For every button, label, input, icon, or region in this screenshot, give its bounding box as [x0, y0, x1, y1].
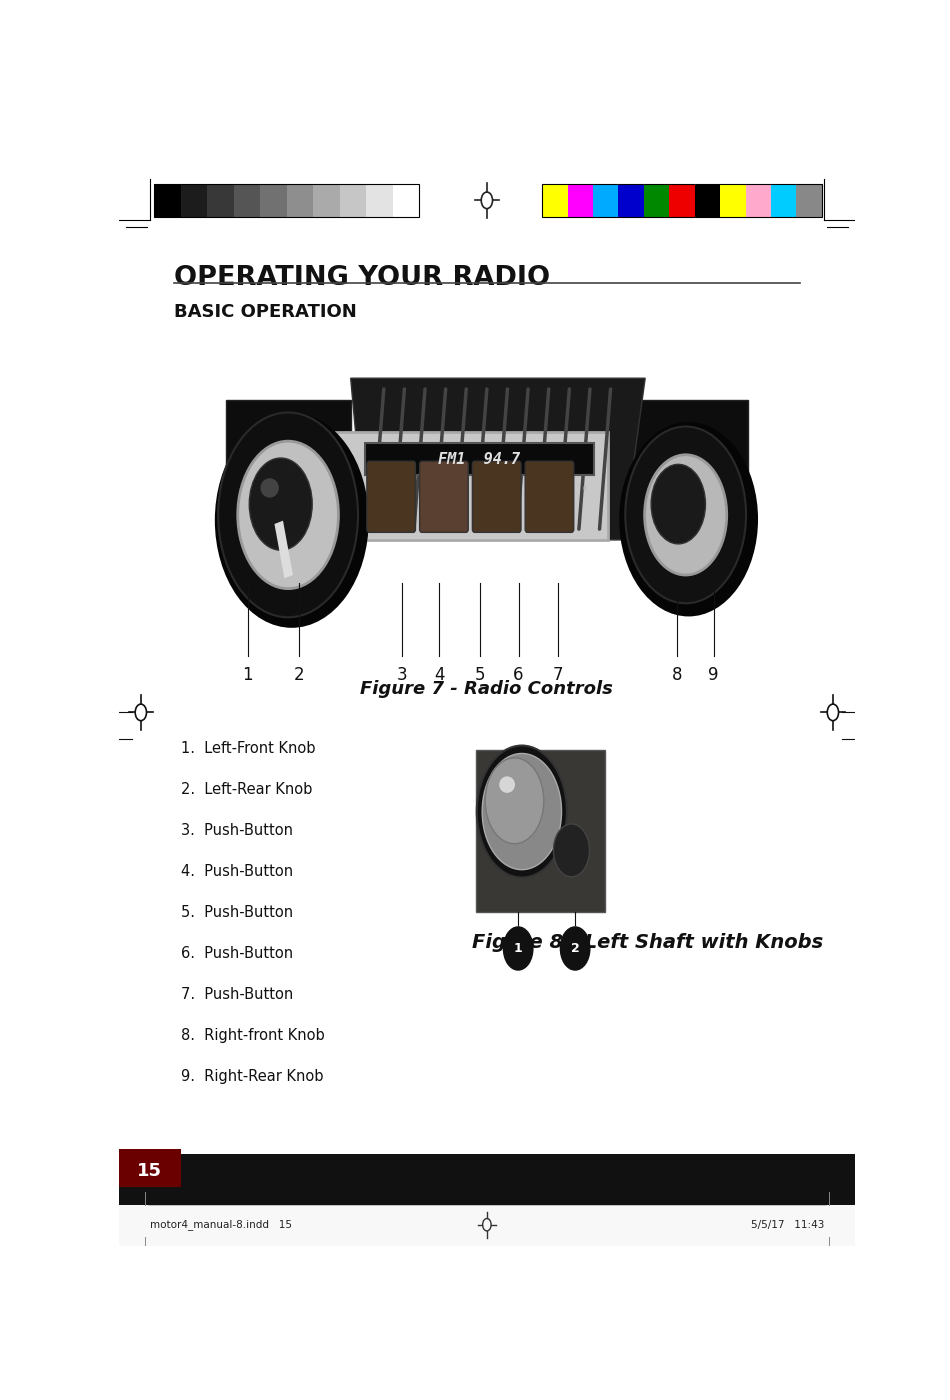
Circle shape [238, 441, 338, 588]
Bar [593, 185, 618, 217]
Text: 6: 6 [513, 665, 523, 683]
Bar [154, 185, 180, 217]
Bar [542, 185, 822, 217]
Text: 6.  Push-Button: 6. Push-Button [181, 946, 294, 962]
FancyBboxPatch shape [525, 461, 574, 532]
Bar [618, 185, 644, 217]
Bar [796, 185, 822, 217]
Bar [180, 185, 207, 217]
Bar [234, 185, 260, 217]
Bar [260, 185, 287, 217]
Text: 2: 2 [571, 942, 579, 955]
Text: 2.  Left-Rear Knob: 2. Left-Rear Knob [181, 783, 313, 798]
Circle shape [218, 413, 358, 617]
Circle shape [477, 746, 567, 878]
Circle shape [645, 455, 727, 575]
FancyBboxPatch shape [420, 461, 468, 532]
Bar [119, 1155, 855, 1246]
Text: 3.  Push-Button: 3. Push-Button [181, 823, 294, 839]
Text: 4.  Push-Button: 4. Push-Button [181, 864, 294, 879]
Bar [119, 1149, 181, 1187]
Bar [694, 185, 720, 217]
Text: 5/5/17   11:43: 5/5/17 11:43 [750, 1219, 824, 1229]
Ellipse shape [500, 777, 515, 792]
Bar [392, 185, 419, 217]
Circle shape [249, 458, 313, 550]
Bar [771, 185, 796, 217]
FancyBboxPatch shape [472, 461, 521, 532]
Text: 5.  Push-Button: 5. Push-Button [181, 906, 294, 920]
Circle shape [554, 825, 590, 876]
Text: OPERATING YOUR RADIO: OPERATING YOUR RADIO [174, 265, 550, 291]
Ellipse shape [619, 421, 758, 616]
Bar [623, 400, 749, 518]
Bar [644, 185, 669, 217]
Ellipse shape [260, 479, 279, 497]
Bar [476, 750, 605, 911]
Polygon shape [351, 378, 645, 540]
Bar [542, 185, 567, 217]
Text: 8.  Right-front Knob: 8. Right-front Knob [181, 1028, 325, 1043]
Bar [314, 185, 340, 217]
Bar [340, 185, 366, 217]
Bar [119, 1205, 855, 1246]
Text: FM1  94.7: FM1 94.7 [439, 452, 521, 466]
Text: 1: 1 [514, 942, 522, 955]
Circle shape [485, 757, 543, 844]
Text: °: ° [581, 486, 586, 496]
Text: 7.  Push-Button: 7. Push-Button [181, 987, 294, 1002]
Text: 9.  Right-Rear Knob: 9. Right-Rear Knob [181, 1070, 324, 1084]
Bar [207, 185, 234, 217]
Circle shape [625, 427, 746, 603]
Circle shape [560, 927, 590, 970]
Text: 5: 5 [474, 665, 484, 683]
Text: 4: 4 [434, 665, 445, 683]
Bar [366, 185, 392, 217]
Bar [336, 433, 608, 540]
Bar [567, 185, 593, 217]
Text: 3: 3 [397, 665, 408, 683]
Bar [154, 185, 419, 217]
Circle shape [651, 465, 706, 543]
Bar [225, 400, 351, 518]
Bar [669, 185, 694, 217]
Text: 9: 9 [709, 665, 719, 683]
Text: 1: 1 [242, 665, 253, 683]
Bar [287, 185, 314, 217]
Bar [746, 185, 771, 217]
Text: motor4_manual-8.indd   15: motor4_manual-8.indd 15 [150, 1219, 292, 1231]
Text: BASIC OPERATION: BASIC OPERATION [174, 302, 356, 321]
FancyBboxPatch shape [367, 461, 415, 532]
Circle shape [483, 753, 561, 869]
Text: Figure 8 - Left Shaft with Knobs: Figure 8 - Left Shaft with Knobs [472, 934, 824, 952]
Text: 15: 15 [137, 1162, 162, 1180]
Ellipse shape [215, 413, 369, 627]
Text: 2: 2 [294, 665, 304, 683]
Circle shape [504, 927, 533, 970]
Text: 7: 7 [552, 665, 562, 683]
Bar [275, 521, 293, 578]
Text: 1.  Left-Front Knob: 1. Left-Front Knob [181, 742, 315, 756]
Text: Figure 7 - Radio Controls: Figure 7 - Radio Controls [360, 680, 614, 699]
Bar [366, 442, 594, 475]
Bar [720, 185, 746, 217]
Text: 8: 8 [672, 665, 682, 683]
